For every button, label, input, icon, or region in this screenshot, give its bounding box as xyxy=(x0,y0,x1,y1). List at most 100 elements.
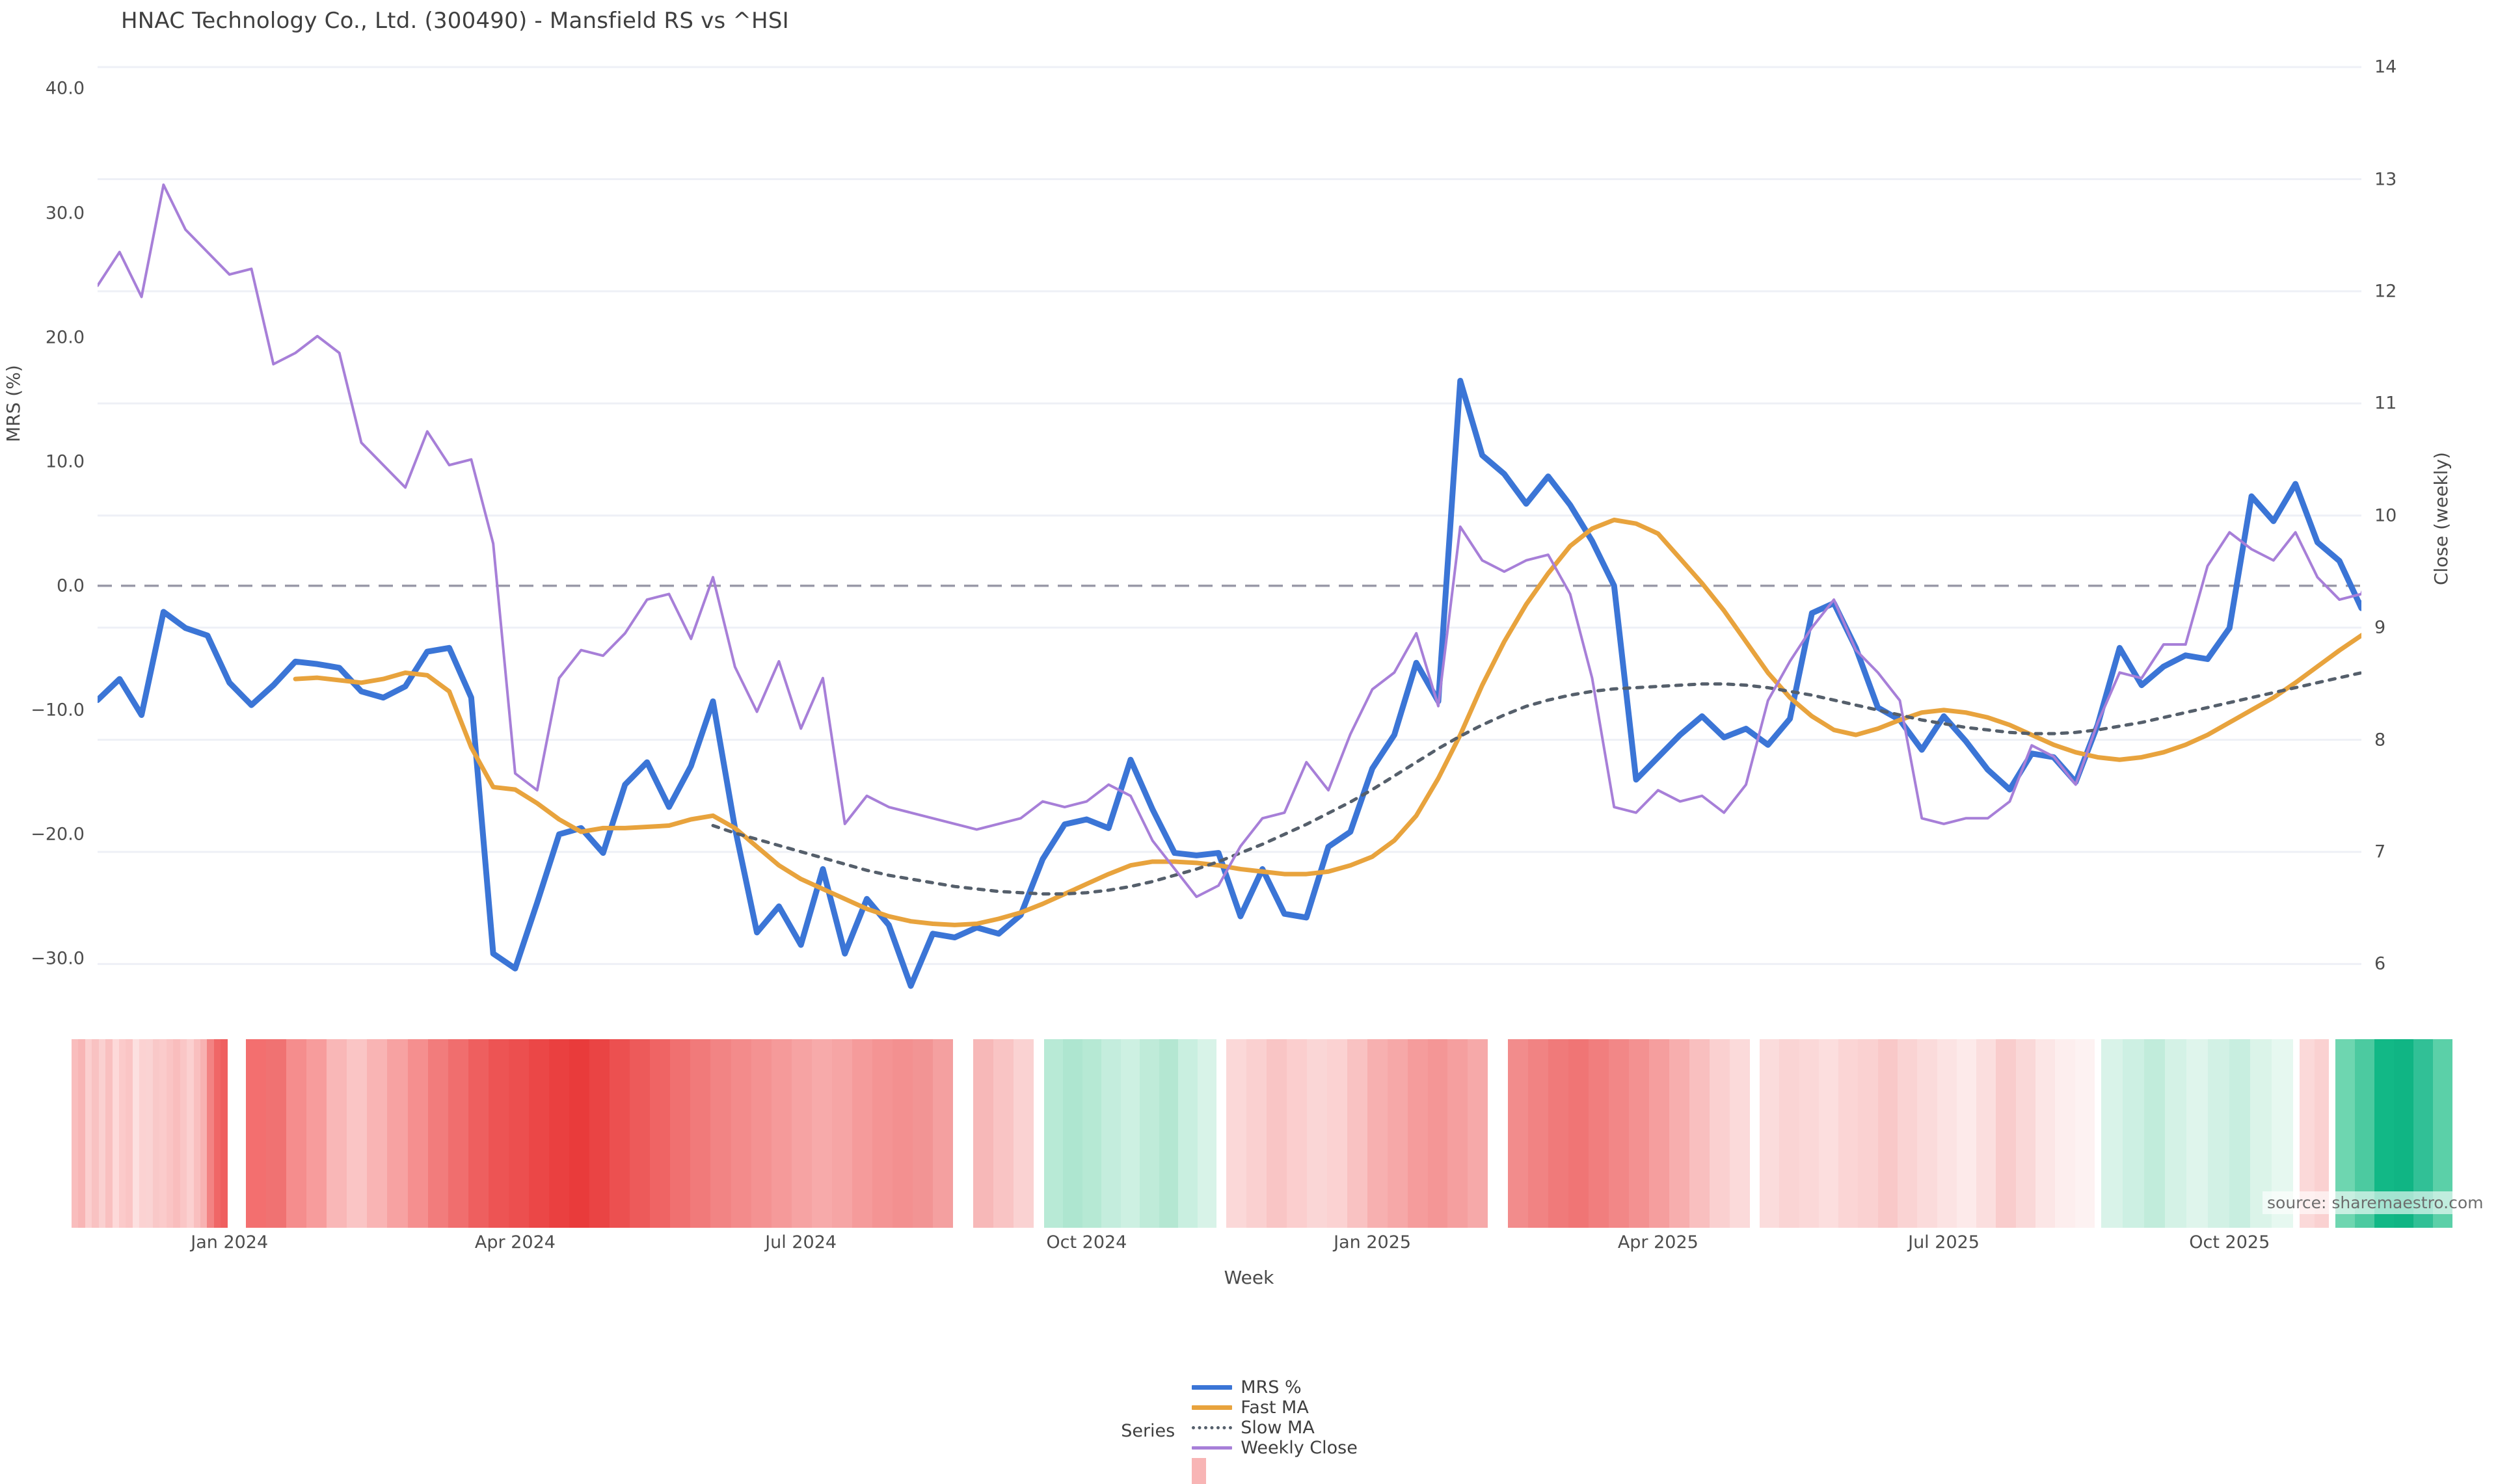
x-tick: Jul 2025 xyxy=(1908,1232,1980,1252)
heatmap-cell xyxy=(1609,1039,1630,1228)
heatmap-cell xyxy=(132,1039,140,1228)
heatmap-cell xyxy=(427,1039,448,1228)
heatmap-cell xyxy=(1140,1039,1159,1228)
heatmap-cell xyxy=(1226,1039,1246,1228)
relative-strength-heatmap xyxy=(72,1039,2452,1228)
heatmap-cell xyxy=(153,1039,160,1228)
heatmap-cell xyxy=(2055,1039,2075,1228)
series-line-mrs- xyxy=(98,377,2361,989)
x-tick: Apr 2025 xyxy=(1617,1232,1699,1252)
heatmap-cell xyxy=(2229,1039,2251,1228)
heatmap-cell xyxy=(2015,1039,2035,1228)
heatmap-cell xyxy=(1818,1039,1839,1228)
x-tick: Oct 2024 xyxy=(1046,1232,1127,1252)
heatmap-cell xyxy=(1669,1039,1689,1228)
y-tick-left: 40.0 xyxy=(45,78,85,99)
legend-swatch-icon xyxy=(1192,1385,1233,1390)
heatmap-cell xyxy=(98,1039,106,1228)
heatmap-cell xyxy=(1956,1039,1977,1228)
heatmap-cell xyxy=(173,1039,180,1228)
series-line-slow-ma xyxy=(711,670,2361,896)
heatmap-cell xyxy=(1488,1039,1508,1228)
heatmap-cell xyxy=(286,1039,307,1228)
heatmap-cell xyxy=(2314,1039,2329,1228)
y-tick-right: 12 xyxy=(2374,281,2397,302)
heatmap-cell xyxy=(1528,1039,1549,1228)
heatmap-segment xyxy=(1226,1039,1750,1228)
y-tick-left: 0.0 xyxy=(57,576,85,596)
heatmap-cell xyxy=(187,1039,194,1228)
heatmap-segment xyxy=(246,1039,1034,1228)
heatmap-cell xyxy=(1649,1039,1669,1228)
heatmap-cell xyxy=(993,1039,1014,1228)
heatmap-cell xyxy=(213,1039,221,1228)
heatmap-cell xyxy=(630,1039,651,1228)
heatmap-cell xyxy=(146,1039,154,1228)
heatmap-cell xyxy=(159,1039,167,1228)
chart-page: HNAC Technology Co., Ltd. (300490) - Man… xyxy=(3,8,2484,1484)
heatmap-cell xyxy=(1548,1039,1569,1228)
heatmap-cell xyxy=(1508,1039,1529,1228)
legend-item[interactable]: MRS % xyxy=(1192,1377,1358,1398)
legend-item[interactable] xyxy=(1192,1458,1358,1484)
heatmap-cell xyxy=(246,1039,267,1228)
heatmap-cell xyxy=(2101,1039,2123,1228)
x-tick: Jan 2025 xyxy=(1334,1232,1412,1252)
y-tick-right: 14 xyxy=(2374,57,2397,77)
y-tick-left: −20.0 xyxy=(31,824,85,845)
heatmap-cell xyxy=(193,1039,201,1228)
y-tick-right: 6 xyxy=(2374,953,2386,974)
heatmap-cell xyxy=(1568,1039,1589,1228)
heatmap-cell xyxy=(953,1039,973,1228)
x-tick: Jan 2024 xyxy=(191,1232,269,1252)
series-lines xyxy=(98,183,2361,989)
heatmap-cell xyxy=(690,1039,711,1228)
chart-title: HNAC Technology Co., Ltd. (300490) - Man… xyxy=(121,8,789,34)
heatmap-cell xyxy=(1266,1039,1287,1228)
legend-title: Series xyxy=(1121,1420,1175,1441)
heatmap-cell xyxy=(105,1039,113,1228)
x-axis-title: Week xyxy=(1224,1267,1274,1288)
chart-legend: Series MRS % Fast MA Slow MA Weekly Close xyxy=(0,1377,2498,1484)
heatmap-cell xyxy=(1447,1039,1468,1228)
heatmap-cell xyxy=(1427,1039,1448,1228)
heatmap-cell xyxy=(72,1039,79,1228)
legend-item[interactable]: Weekly Close xyxy=(1192,1438,1358,1458)
heatmap-cell xyxy=(2165,1039,2187,1228)
heatmap-cell xyxy=(508,1039,529,1228)
heatmap-cell xyxy=(2186,1039,2208,1228)
heatmap-cell xyxy=(731,1039,751,1228)
chart-canvas xyxy=(98,66,2361,989)
heatmap-cell xyxy=(2300,1039,2315,1228)
heatmap-cell xyxy=(1858,1039,1878,1228)
heatmap-cell xyxy=(1306,1039,1327,1228)
heatmap-cell xyxy=(569,1039,590,1228)
heatmap-cell xyxy=(166,1039,174,1228)
heatmap-cell xyxy=(1937,1039,1957,1228)
heatmap-cell xyxy=(327,1039,347,1228)
heatmap-cell xyxy=(548,1039,569,1228)
legend-items: MRS % Fast MA Slow MA Weekly Close xyxy=(1192,1377,1377,1484)
heatmap-cell xyxy=(266,1039,287,1228)
heatmap-cell xyxy=(791,1039,812,1228)
y-axis-right-title: Close (weekly) xyxy=(2430,452,2452,585)
heatmap-cell xyxy=(1976,1039,1996,1228)
heatmap-segment xyxy=(1044,1039,1216,1228)
heatmap-cell xyxy=(710,1039,731,1228)
heatmap-cell xyxy=(468,1039,489,1228)
plot-area xyxy=(98,39,2361,1014)
heatmap-cell xyxy=(448,1039,468,1228)
legend-item[interactable]: Fast MA xyxy=(1192,1398,1358,1418)
heatmap-cell xyxy=(1877,1039,1898,1228)
heatmap-cell xyxy=(1917,1039,1937,1228)
heatmap-cell xyxy=(933,1039,954,1228)
heatmap-cell xyxy=(1063,1039,1082,1228)
heatmap-cell xyxy=(488,1039,509,1228)
heatmap-cell xyxy=(528,1039,549,1228)
heatmap-cell xyxy=(893,1039,913,1228)
heatmap-cell xyxy=(1996,1039,2016,1228)
heatmap-cell xyxy=(1367,1039,1388,1228)
heatmap-cell xyxy=(1779,1039,1799,1228)
legend-item[interactable]: Slow MA xyxy=(1192,1418,1358,1438)
heatmap-cell xyxy=(2143,1039,2166,1228)
